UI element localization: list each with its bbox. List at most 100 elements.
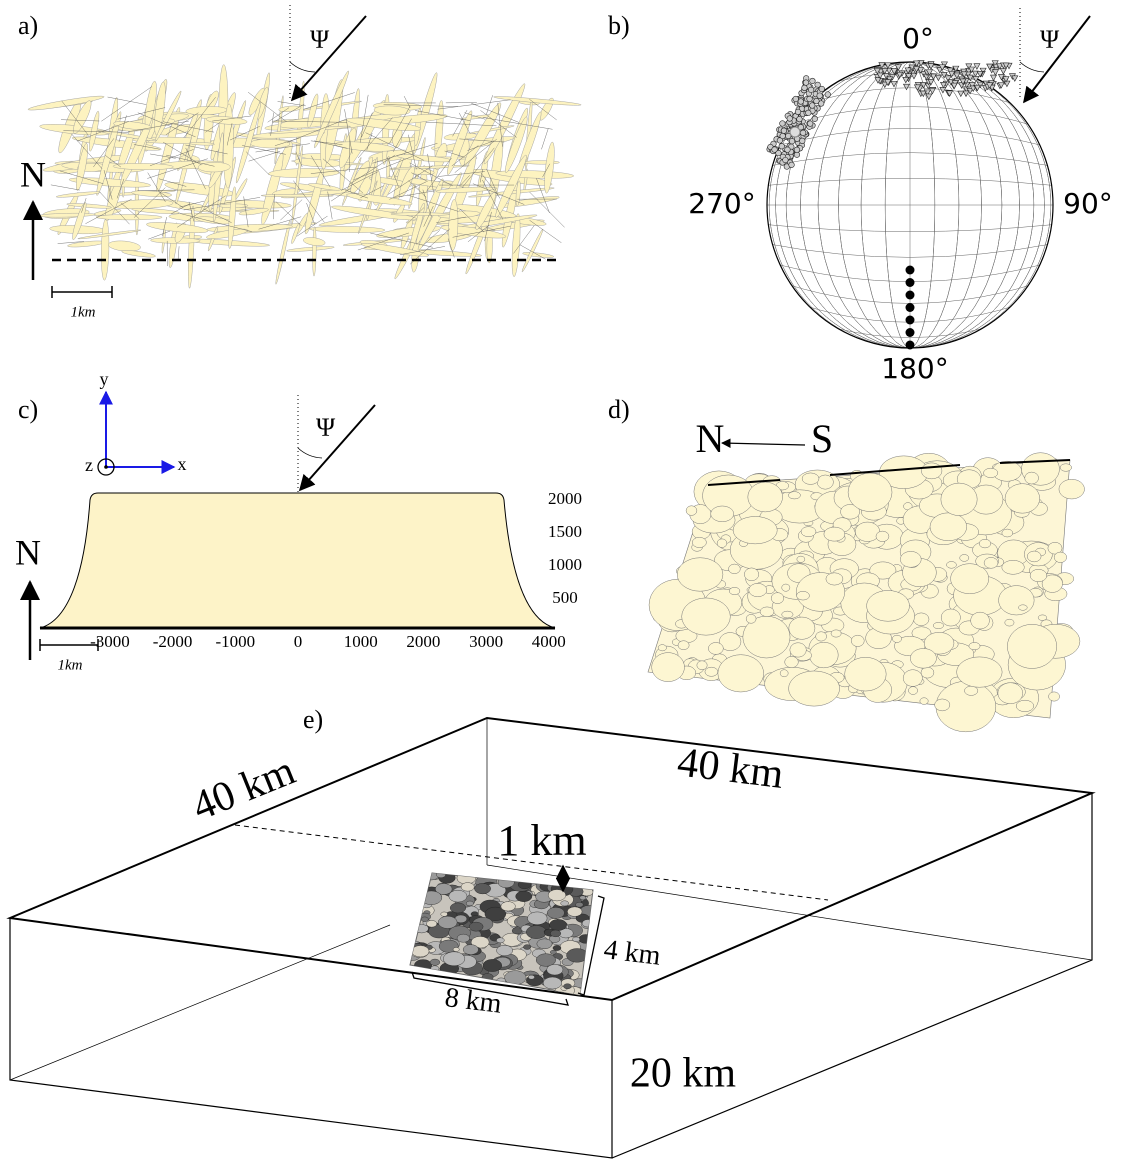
pole-point [779,143,785,149]
panel-label: a) [18,11,38,40]
figure: a) b) c) d) e) Ψ N 1km Ψ 0° 90° 180° 270… [0,0,1121,1160]
fracture [121,249,155,258]
angle-arc [298,448,322,458]
fault-patch [421,891,442,905]
fracture-patch [1054,552,1066,563]
pole-point [806,110,812,116]
fracture [261,194,333,197]
pole-point [789,162,795,168]
panel-label: b) [608,11,630,40]
fault-patch [449,890,467,902]
fault-patch [475,883,491,894]
fracture-patch [941,483,977,515]
fracture-patch [771,593,784,604]
lineation-point [906,278,915,287]
x-tick-label: -1000 [215,632,255,651]
fracture-patch [960,554,969,561]
direction-label: 90° [1063,187,1113,220]
fracture-patch [809,642,838,668]
fracture-patch [951,564,989,594]
north-label: N [15,532,41,572]
fault-patch [469,922,483,931]
dimension-label: 1 km [497,816,586,865]
direction-label: 180° [881,352,948,385]
fracture-patch [908,687,917,695]
fault-patch [550,950,556,954]
fracture [309,226,385,233]
psi-label: Ψ [316,413,336,442]
fracture [521,228,544,272]
fracture-patch [903,670,922,687]
fault-patch [457,872,476,884]
pole-point [772,147,778,153]
fracture-patch [816,632,827,641]
fracture-patch [855,522,880,541]
fracture-patch [848,473,892,511]
fracture-patch [1005,619,1014,626]
pole-point [807,121,813,127]
north-label: N [20,154,46,194]
fracture-patch [760,607,774,617]
pole-triangle [963,91,969,97]
pole-point [793,96,799,102]
pole-triangle [911,73,917,79]
fracture-patch [746,614,756,623]
fracture-patch [824,527,845,541]
direction-label: 0° [902,22,934,55]
axis-label: x [178,454,187,474]
fracture-patch [697,661,707,670]
axis-label: z [85,455,93,475]
pole-point [785,147,791,153]
scale-label: 1km [58,657,83,673]
x-tick-label: 3000 [469,632,503,651]
fracture-map [27,65,581,289]
direction-label: 270° [688,187,755,220]
fracture-patch [788,492,800,499]
lineation-point [906,266,915,275]
fracture-patch [705,667,718,676]
fault-patch [537,939,552,949]
axis-label: y [100,369,109,389]
x-tick-label: 2000 [406,632,440,651]
dimension-label: 40 km [675,739,786,798]
fracture-patch [913,613,929,626]
fault-patch [523,945,530,950]
fault-patch [441,912,448,916]
fracture-patch [797,591,810,600]
fracture-patch [782,584,790,591]
fault-patch [443,952,465,966]
fracture-patch [801,527,816,537]
fracture [543,142,557,194]
fault-patch [438,916,457,928]
fracture-patch [1016,700,1034,712]
fracture-patch [831,630,841,637]
fracture-patch [744,568,758,581]
pole-triangle [903,84,909,90]
fracture-patch [718,655,764,692]
fault-patch [501,902,516,911]
fracture-trace [108,97,147,105]
fracture-patch [826,573,843,585]
pole-point [789,138,795,144]
pole-point [810,78,816,84]
fracture-patch [984,557,998,568]
lineation-point [906,291,915,300]
pole-point [800,130,806,136]
x-tick-label: 1000 [344,632,378,651]
fracture-trace [51,185,80,190]
fracture-patch [729,564,741,574]
fracture-patch [867,590,910,621]
fault-patch [573,937,580,942]
fracture-patch [789,671,840,706]
lineation-point [906,303,915,312]
fracture-patch [692,537,706,547]
pole-point [794,147,800,153]
fracture-patch [1025,472,1039,484]
fracture-patch [678,641,689,650]
fracture-patch [748,482,783,512]
fault-patch [436,872,445,878]
fracture [206,223,292,233]
fracture-patch [935,699,950,711]
y-tick-label: 1000 [548,555,582,574]
fracture-patches [649,453,1084,732]
